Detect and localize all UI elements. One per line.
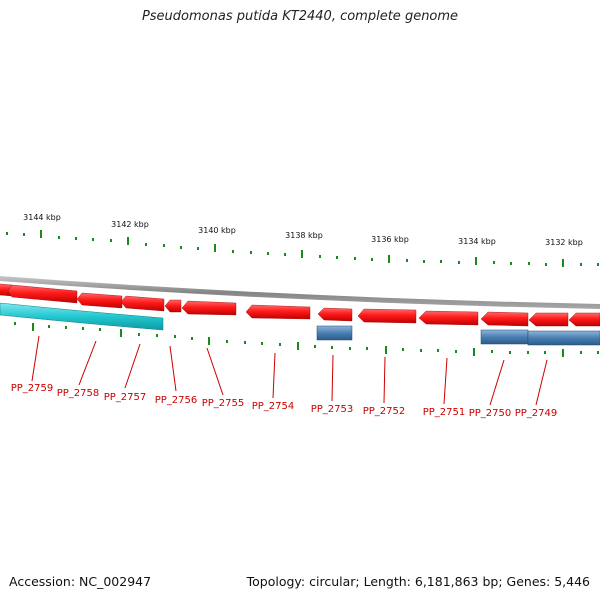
gene-label[interactable]: PP_2759 bbox=[11, 383, 54, 394]
feature-band-blue bbox=[316, 325, 600, 346]
gene-arrow[interactable] bbox=[357, 308, 417, 324]
gene-label[interactable]: PP_2749 bbox=[515, 408, 558, 419]
gene-label[interactable]: PP_2753 bbox=[311, 404, 354, 415]
kbp-label: 3134 kbp bbox=[458, 237, 496, 246]
feature-band-cyan bbox=[0, 302, 164, 331]
accession-text: Accession: NC_002947 bbox=[9, 574, 152, 589]
gene-arrow[interactable] bbox=[480, 311, 529, 327]
gene-label[interactable]: PP_2750 bbox=[469, 408, 512, 419]
leader-lines bbox=[31, 335, 548, 406]
feature-block[interactable] bbox=[316, 325, 353, 341]
feature-block[interactable] bbox=[480, 329, 529, 345]
kbp-label: 3136 kbp bbox=[371, 235, 409, 244]
outer-ticks bbox=[6, 230, 599, 267]
gene-arrow[interactable] bbox=[164, 299, 182, 313]
backbone-arc bbox=[0, 276, 600, 309]
kbp-label: 3132 kbp bbox=[545, 238, 583, 247]
gene-arrow[interactable] bbox=[317, 307, 353, 322]
gene-track bbox=[0, 283, 600, 327]
gene-arrow[interactable] bbox=[418, 310, 479, 326]
gene-arrow[interactable] bbox=[7, 284, 78, 304]
gene-arrow[interactable] bbox=[76, 292, 123, 309]
topology-text: Topology: circular; Length: 6,181,863 bp… bbox=[246, 574, 590, 589]
kbp-label: 3144 kbp bbox=[23, 213, 61, 222]
gene-label[interactable]: PP_2752 bbox=[363, 406, 406, 417]
kbp-label: 3142 kbp bbox=[111, 220, 149, 229]
gene-label[interactable]: PP_2751 bbox=[423, 407, 466, 418]
map-title: Pseudomonas putida KT2440, complete geno… bbox=[141, 9, 459, 24]
gene-label[interactable]: PP_2755 bbox=[202, 398, 245, 409]
gene-arrow[interactable] bbox=[528, 312, 569, 327]
inner-ticks bbox=[14, 322, 599, 357]
gene-label[interactable]: PP_2756 bbox=[155, 395, 198, 406]
feature-block[interactable] bbox=[527, 330, 600, 346]
gene-arrow[interactable] bbox=[181, 300, 237, 316]
gene-label[interactable]: PP_2757 bbox=[104, 392, 147, 403]
kbp-label: 3138 kbp bbox=[285, 231, 323, 240]
gene-arrow[interactable] bbox=[0, 283, 13, 297]
kbp-label: 3140 kbp bbox=[198, 226, 236, 235]
gene-arrow[interactable] bbox=[120, 295, 165, 312]
gene-arrow[interactable] bbox=[245, 304, 311, 320]
gene-label[interactable]: PP_2758 bbox=[57, 388, 100, 399]
gene-arrow[interactable] bbox=[568, 312, 600, 327]
gene-label[interactable]: PP_2754 bbox=[252, 401, 295, 412]
